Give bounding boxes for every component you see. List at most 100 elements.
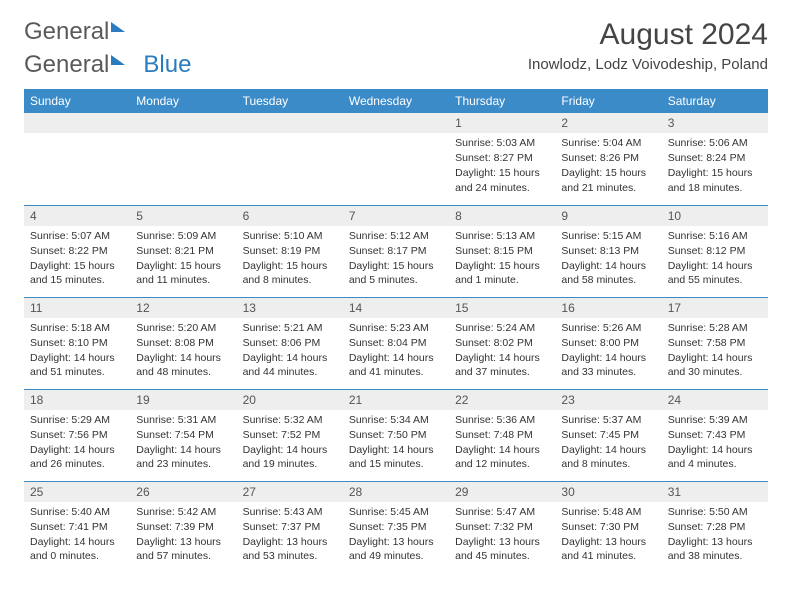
sunrise-text: Sunrise: 5:07 AM	[30, 229, 124, 243]
day-content: Sunrise: 5:16 AMSunset: 8:12 PMDaylight:…	[662, 226, 768, 292]
daylight-text: Daylight: 14 hours and 19 minutes.	[243, 443, 337, 471]
day-content: Sunrise: 5:12 AMSunset: 8:17 PMDaylight:…	[343, 226, 449, 292]
sunset-text: Sunset: 8:10 PM	[30, 336, 124, 350]
sunset-text: Sunset: 7:45 PM	[561, 428, 655, 442]
sunrise-text: Sunrise: 5:26 AM	[561, 321, 655, 335]
day-number: 29	[449, 482, 555, 502]
day-content: Sunrise: 5:23 AMSunset: 8:04 PMDaylight:…	[343, 318, 449, 384]
day-number: 19	[130, 390, 236, 410]
sunset-text: Sunset: 8:15 PM	[455, 244, 549, 258]
day-content: Sunrise: 5:45 AMSunset: 7:35 PMDaylight:…	[343, 502, 449, 568]
sunrise-text: Sunrise: 5:23 AM	[349, 321, 443, 335]
calendar-day-cell: 19Sunrise: 5:31 AMSunset: 7:54 PMDayligh…	[130, 389, 236, 481]
daylight-text: Daylight: 14 hours and 23 minutes.	[136, 443, 230, 471]
sunset-text: Sunset: 8:19 PM	[243, 244, 337, 258]
day-content: Sunrise: 5:32 AMSunset: 7:52 PMDaylight:…	[237, 410, 343, 476]
calendar-day-cell: 10Sunrise: 5:16 AMSunset: 8:12 PMDayligh…	[662, 205, 768, 297]
day-content: Sunrise: 5:21 AMSunset: 8:06 PMDaylight:…	[237, 318, 343, 384]
sunrise-text: Sunrise: 5:28 AM	[668, 321, 762, 335]
calendar-day-cell: 2Sunrise: 5:04 AMSunset: 8:26 PMDaylight…	[555, 113, 661, 205]
calendar-day-cell: 20Sunrise: 5:32 AMSunset: 7:52 PMDayligh…	[237, 389, 343, 481]
day-number-empty	[130, 113, 236, 133]
sunset-text: Sunset: 7:56 PM	[30, 428, 124, 442]
calendar-day-cell	[237, 113, 343, 205]
sunrise-text: Sunrise: 5:21 AM	[243, 321, 337, 335]
sunset-text: Sunset: 8:06 PM	[243, 336, 337, 350]
day-content: Sunrise: 5:09 AMSunset: 8:21 PMDaylight:…	[130, 226, 236, 292]
day-content: Sunrise: 5:07 AMSunset: 8:22 PMDaylight:…	[24, 226, 130, 292]
day-content: Sunrise: 5:39 AMSunset: 7:43 PMDaylight:…	[662, 410, 768, 476]
calendar-week-row: 1Sunrise: 5:03 AMSunset: 8:27 PMDaylight…	[24, 113, 768, 205]
day-content: Sunrise: 5:18 AMSunset: 8:10 PMDaylight:…	[24, 318, 130, 384]
daylight-text: Daylight: 14 hours and 30 minutes.	[668, 351, 762, 379]
calendar-day-cell: 11Sunrise: 5:18 AMSunset: 8:10 PMDayligh…	[24, 297, 130, 389]
calendar-day-cell: 1Sunrise: 5:03 AMSunset: 8:27 PMDaylight…	[449, 113, 555, 205]
calendar-day-cell: 7Sunrise: 5:12 AMSunset: 8:17 PMDaylight…	[343, 205, 449, 297]
daylight-text: Daylight: 14 hours and 15 minutes.	[349, 443, 443, 471]
daylight-text: Daylight: 14 hours and 37 minutes.	[455, 351, 549, 379]
day-number: 18	[24, 390, 130, 410]
daylight-text: Daylight: 14 hours and 4 minutes.	[668, 443, 762, 471]
day-content: Sunrise: 5:40 AMSunset: 7:41 PMDaylight:…	[24, 502, 130, 568]
sunrise-text: Sunrise: 5:43 AM	[243, 505, 337, 519]
sunset-text: Sunset: 8:02 PM	[455, 336, 549, 350]
sunset-text: Sunset: 7:30 PM	[561, 520, 655, 534]
daylight-text: Daylight: 14 hours and 12 minutes.	[455, 443, 549, 471]
day-content: Sunrise: 5:13 AMSunset: 8:15 PMDaylight:…	[449, 226, 555, 292]
day-number: 15	[449, 298, 555, 318]
calendar-day-cell: 26Sunrise: 5:42 AMSunset: 7:39 PMDayligh…	[130, 481, 236, 573]
day-number: 9	[555, 206, 661, 226]
sunset-text: Sunset: 7:39 PM	[136, 520, 230, 534]
sunrise-text: Sunrise: 5:18 AM	[30, 321, 124, 335]
calendar-day-cell	[24, 113, 130, 205]
sunrise-text: Sunrise: 5:42 AM	[136, 505, 230, 519]
daylight-text: Daylight: 13 hours and 45 minutes.	[455, 535, 549, 563]
day-content: Sunrise: 5:50 AMSunset: 7:28 PMDaylight:…	[662, 502, 768, 568]
day-number: 5	[130, 206, 236, 226]
sunrise-text: Sunrise: 5:32 AM	[243, 413, 337, 427]
sunrise-text: Sunrise: 5:29 AM	[30, 413, 124, 427]
sunrise-text: Sunrise: 5:48 AM	[561, 505, 655, 519]
sunset-text: Sunset: 7:32 PM	[455, 520, 549, 534]
sunrise-text: Sunrise: 5:10 AM	[243, 229, 337, 243]
day-number: 10	[662, 206, 768, 226]
daylight-text: Daylight: 14 hours and 41 minutes.	[349, 351, 443, 379]
calendar-day-cell: 13Sunrise: 5:21 AMSunset: 8:06 PMDayligh…	[237, 297, 343, 389]
calendar-day-cell: 14Sunrise: 5:23 AMSunset: 8:04 PMDayligh…	[343, 297, 449, 389]
day-number: 8	[449, 206, 555, 226]
day-content: Sunrise: 5:47 AMSunset: 7:32 PMDaylight:…	[449, 502, 555, 568]
calendar-day-cell: 31Sunrise: 5:50 AMSunset: 7:28 PMDayligh…	[662, 481, 768, 573]
day-number: 22	[449, 390, 555, 410]
logo-line1: General	[24, 51, 109, 79]
daylight-text: Daylight: 15 hours and 15 minutes.	[30, 259, 124, 287]
calendar-day-cell: 23Sunrise: 5:37 AMSunset: 7:45 PMDayligh…	[555, 389, 661, 481]
day-content: Sunrise: 5:03 AMSunset: 8:27 PMDaylight:…	[449, 133, 555, 199]
day-content: Sunrise: 5:29 AMSunset: 7:56 PMDaylight:…	[24, 410, 130, 476]
calendar-day-cell: 21Sunrise: 5:34 AMSunset: 7:50 PMDayligh…	[343, 389, 449, 481]
page-title: August 2024	[528, 18, 768, 52]
calendar-day-cell: 4Sunrise: 5:07 AMSunset: 8:22 PMDaylight…	[24, 205, 130, 297]
sunrise-text: Sunrise: 5:47 AM	[455, 505, 549, 519]
day-number: 11	[24, 298, 130, 318]
day-content: Sunrise: 5:31 AMSunset: 7:54 PMDaylight:…	[130, 410, 236, 476]
day-content: Sunrise: 5:24 AMSunset: 8:02 PMDaylight:…	[449, 318, 555, 384]
day-number: 2	[555, 113, 661, 133]
day-content: Sunrise: 5:10 AMSunset: 8:19 PMDaylight:…	[237, 226, 343, 292]
sunset-text: Sunset: 7:37 PM	[243, 520, 337, 534]
sunrise-text: Sunrise: 5:15 AM	[561, 229, 655, 243]
day-content: Sunrise: 5:42 AMSunset: 7:39 PMDaylight:…	[130, 502, 236, 568]
day-number: 24	[662, 390, 768, 410]
sunset-text: Sunset: 7:48 PM	[455, 428, 549, 442]
calendar-day-cell: 28Sunrise: 5:45 AMSunset: 7:35 PMDayligh…	[343, 481, 449, 573]
weekday-header: Saturday	[662, 89, 768, 113]
calendar-day-cell: 9Sunrise: 5:15 AMSunset: 8:13 PMDaylight…	[555, 205, 661, 297]
daylight-text: Daylight: 15 hours and 8 minutes.	[243, 259, 337, 287]
sunrise-text: Sunrise: 5:06 AM	[668, 136, 762, 150]
logo-tri-icon	[111, 55, 125, 65]
day-number-empty	[237, 113, 343, 133]
sunrise-text: Sunrise: 5:40 AM	[30, 505, 124, 519]
sunset-text: Sunset: 8:00 PM	[561, 336, 655, 350]
calendar-day-cell: 27Sunrise: 5:43 AMSunset: 7:37 PMDayligh…	[237, 481, 343, 573]
sunset-text: Sunset: 8:24 PM	[668, 151, 762, 165]
sunset-text: Sunset: 7:41 PM	[30, 520, 124, 534]
